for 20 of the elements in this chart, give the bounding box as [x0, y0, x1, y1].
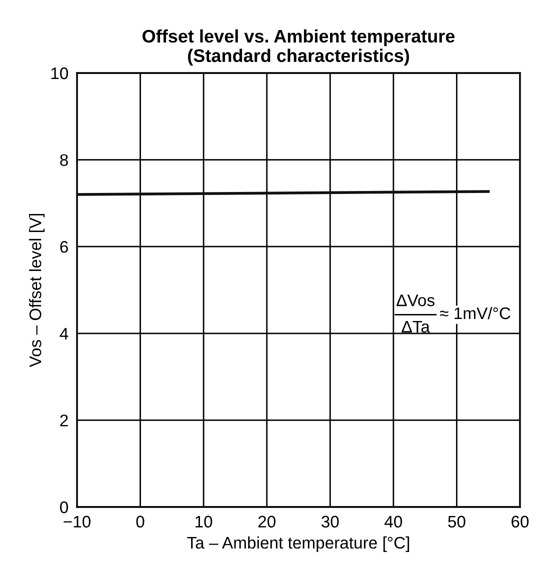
y-tick-label: 4	[60, 328, 68, 340]
x-tick-label: −10	[64, 516, 90, 528]
y-tick-label: 8	[60, 154, 68, 166]
y-tick-label: 0	[60, 501, 68, 514]
y-axis-title: Vos – Offset level [V]	[29, 214, 45, 368]
y-tick-label: 6	[60, 241, 68, 253]
annotation: ≈ 1mV/°C	[440, 306, 510, 320]
x-tick-label: 60	[512, 516, 529, 528]
x-tick-label: 20	[258, 516, 276, 528]
annotation: ΔTa	[402, 320, 430, 333]
x-tick-label: 0	[136, 516, 144, 528]
x-tick-label: 40	[384, 516, 402, 528]
x-tick-label: 30	[322, 516, 339, 528]
chart-title: Offset level vs. Ambient temperature (Standard characteristics)	[142, 29, 455, 66]
annotation: ΔVos	[396, 294, 434, 306]
x-tick-label: 50	[448, 516, 466, 528]
x-tick-label: 10	[196, 516, 212, 528]
y-tick-label: 2	[60, 414, 68, 426]
x-axis-title: Ta – Ambient temperature [°C]	[187, 536, 410, 552]
y-tick-label: 10	[51, 67, 68, 80]
